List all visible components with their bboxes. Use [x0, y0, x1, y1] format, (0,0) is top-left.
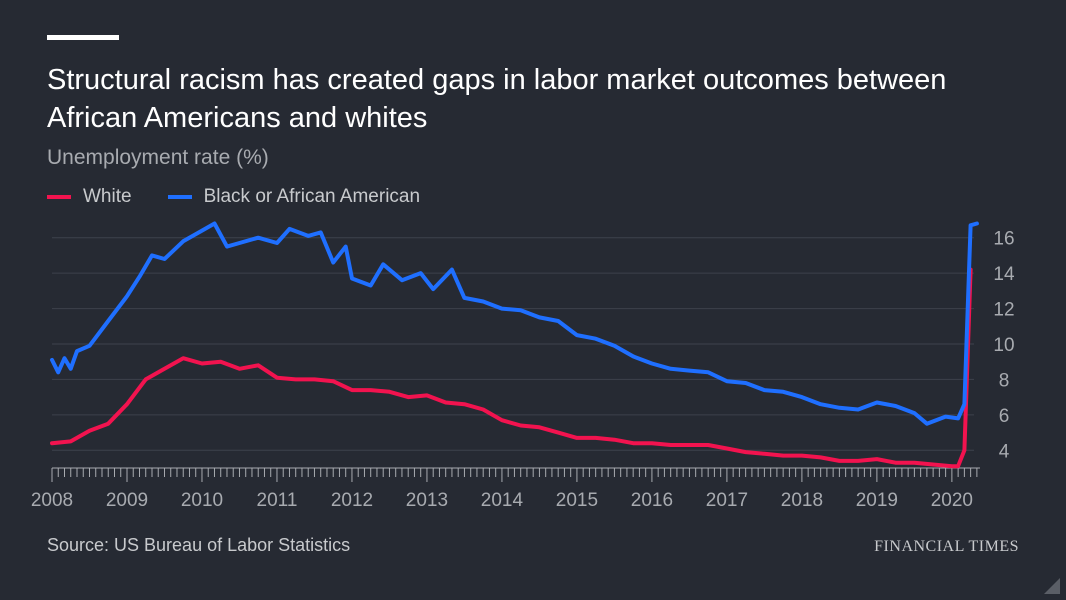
source-note: Source: US Bureau of Labor Statistics	[47, 535, 351, 555]
y-tick-label-6: 6	[999, 406, 1010, 427]
x-tick-label-2013: 2013	[406, 490, 448, 511]
x-tick-label-2017: 2017	[706, 490, 748, 511]
legend-item-white: White	[47, 186, 132, 208]
x-tick-label-2019: 2019	[856, 490, 898, 511]
legend-swatch-white	[47, 195, 71, 199]
series-line-white	[50, 267, 973, 469]
x-tick-label-2010: 2010	[181, 490, 223, 511]
chart-subtitle: Unemployment rate (%)	[47, 146, 269, 169]
x-tick-label-2008: 2008	[31, 490, 73, 511]
x-tick-label-2012: 2012	[331, 490, 373, 511]
y-tick-label-14: 14	[993, 264, 1015, 285]
x-tick-label-2018: 2018	[781, 490, 823, 511]
y-tick-label-4: 4	[999, 441, 1010, 462]
legend-label-black: Black or African American	[203, 186, 421, 207]
series-line-black	[50, 221, 979, 426]
y-tick-label-12: 12	[993, 300, 1014, 321]
x-tick-label-2014: 2014	[481, 490, 524, 511]
x-tick-label-2015: 2015	[556, 490, 598, 511]
legend-swatch-black	[167, 195, 192, 199]
y-tick-label-8: 8	[999, 370, 1010, 391]
corner-marker	[1044, 578, 1060, 594]
x-tick-label-2009: 2009	[106, 490, 148, 511]
legend: White Black or African American	[47, 186, 420, 208]
legend-label-white: White	[83, 186, 132, 207]
top-rule	[47, 35, 119, 40]
legend-item-black: Black or African American	[167, 186, 421, 208]
chart-title: Structural racism has created gaps in la…	[47, 64, 947, 134]
y-tick-label-10: 10	[993, 335, 1014, 356]
y-tick-label-16: 16	[993, 229, 1014, 250]
publisher-logo: FINANCIAL TIMES	[874, 538, 1019, 555]
x-tick-label-2016: 2016	[631, 490, 673, 511]
x-tick-label-2020: 2020	[931, 490, 973, 511]
x-tick-label-2011: 2011	[257, 490, 298, 511]
